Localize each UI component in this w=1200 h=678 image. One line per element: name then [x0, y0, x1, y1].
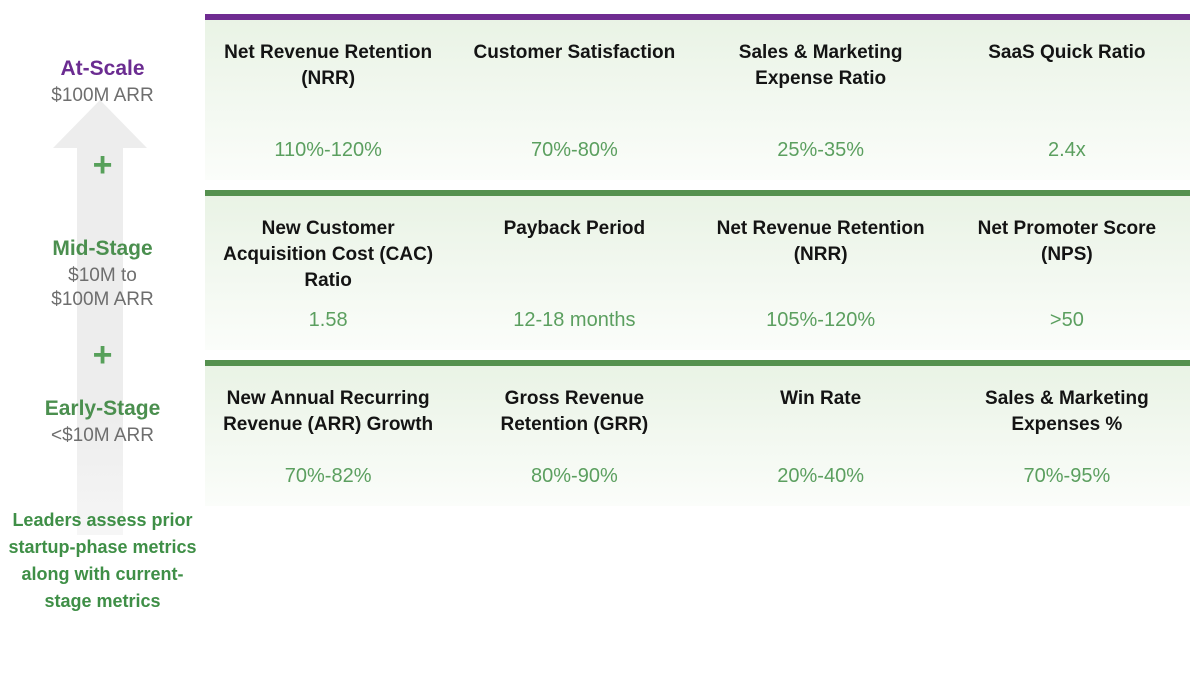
plus-icon: +	[92, 336, 113, 374]
metric-title: Sales & Marketing Expenses %	[985, 388, 1149, 435]
stage-sidebar: At-Scale $100M ARR + Mid-Stage $10M to $…	[0, 0, 205, 678]
stage-at-scale-subtitle: $100M ARR	[51, 85, 154, 106]
metric-title: Gross Revenue Retention (GRR)	[500, 388, 649, 435]
metric-value: 25%-35%	[777, 139, 864, 161]
metric-title: Payback Period	[503, 218, 646, 239]
metric-value: 80%-90%	[531, 465, 618, 487]
metric-cell: Net Revenue Retention (NRR) 105%-120%	[698, 196, 944, 350]
metric-value: 1.58	[308, 309, 348, 331]
stage-at-scale-title: At-Scale	[60, 57, 145, 80]
metrics-row-early-stage: New Annual Recurring Revenue (ARR) Growt…	[205, 360, 1190, 506]
stage-early-stage: Early-Stage <$10M ARR	[0, 396, 205, 448]
metric-cell: Customer Satisfaction 70%-80%	[451, 20, 697, 180]
metric-cell: Gross Revenue Retention (GRR) 80%-90%	[451, 366, 697, 506]
metric-value: 105%-120%	[766, 309, 876, 331]
stage-mid-stage: Mid-Stage $10M to $100M ARR	[0, 236, 205, 312]
metrics-row-grid: New Customer Acquisition Cost (CAC) Rati…	[205, 196, 1190, 350]
metric-title: Customer Satisfaction	[473, 42, 676, 63]
metric-value: 70%-95%	[1023, 465, 1111, 487]
metric-value: 70%-82%	[284, 465, 372, 487]
metric-value: 12-18 months	[513, 309, 636, 331]
sidebar-footer-note: Leaders assess prior startup-phase metri…	[8, 510, 197, 611]
stage-early-stage-subtitle: <$10M ARR	[51, 425, 154, 446]
metrics-row-mid-stage: New Customer Acquisition Cost (CAC) Rati…	[205, 190, 1190, 350]
stage-mid-stage-title: Mid-Stage	[52, 237, 153, 260]
stage-mid-stage-subtitle: $10M to $100M ARR	[51, 265, 154, 310]
metric-value: 70%-80%	[531, 139, 618, 161]
metric-cell: Net Revenue Retention (NRR) 110%-120%	[205, 20, 451, 180]
stage-at-scale: At-Scale $100M ARR	[0, 56, 205, 108]
metric-value: 2.4x	[1047, 139, 1086, 161]
metric-cell: SaaS Quick Ratio 2.4x	[944, 20, 1190, 180]
metric-title: Net Revenue Retention (NRR)	[716, 218, 925, 265]
growth-arrow-head-icon	[53, 100, 147, 148]
metric-title: Net Promoter Score (NPS)	[977, 218, 1157, 265]
metric-value: 110%-120%	[274, 139, 382, 161]
metric-cell: Win Rate 20%-40%	[698, 366, 944, 506]
growth-arrow-body	[77, 147, 123, 535]
metric-title: New Annual Recurring Revenue (ARR) Growt…	[223, 388, 434, 435]
metrics-row-grid: New Annual Recurring Revenue (ARR) Growt…	[205, 366, 1190, 506]
metric-cell: Sales & Marketing Expense Ratio 25%-35%	[698, 20, 944, 180]
metric-cell: New Annual Recurring Revenue (ARR) Growt…	[205, 366, 451, 506]
metric-title: Net Revenue Retention (NRR)	[224, 42, 433, 89]
metric-title: SaaS Quick Ratio	[988, 42, 1146, 63]
metric-cell: Net Promoter Score (NPS) >50	[944, 196, 1190, 350]
stage-early-stage-title: Early-Stage	[44, 397, 161, 420]
metrics-row-at-scale: Net Revenue Retention (NRR) 110%-120% Cu…	[205, 14, 1190, 180]
metric-cell: New Customer Acquisition Cost (CAC) Rati…	[205, 196, 451, 350]
metrics-row-grid: Net Revenue Retention (NRR) 110%-120% Cu…	[205, 20, 1190, 180]
metric-title: New Customer Acquisition Cost (CAC) Rati…	[223, 218, 434, 291]
metric-value: >50	[1049, 309, 1084, 331]
plus-icon: +	[92, 146, 113, 184]
metric-title: Sales & Marketing Expense Ratio	[738, 42, 903, 89]
metric-value: 20%-40%	[777, 465, 864, 487]
metric-cell: Payback Period 12-18 months	[451, 196, 697, 350]
metric-title: Win Rate	[780, 388, 862, 409]
metric-cell: Sales & Marketing Expenses % 70%-95%	[944, 366, 1190, 506]
